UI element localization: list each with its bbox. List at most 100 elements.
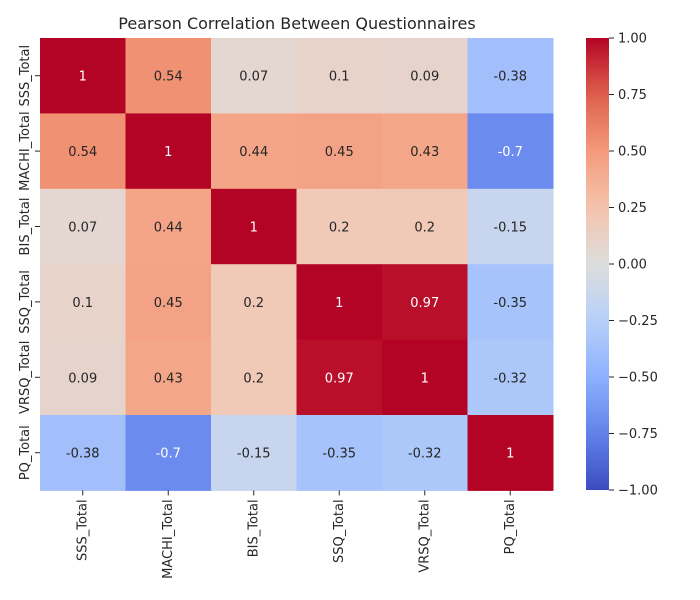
heatmap-cell-SSS_Total-SSS_Total [40,38,126,114]
cell-value-label: 1 [335,296,343,311]
cell-value-label: -0.15 [493,221,527,236]
cell-value-label: -0.7 [156,447,181,462]
colorbar-tick-label: 0.75 [618,88,647,103]
cell-value-label: 0.1 [72,296,93,311]
cell-value-label: 0.97 [325,371,354,386]
x-tick-label: VRSQ_Total [418,499,433,572]
cell-value-label: 1 [164,145,172,160]
heatmap-cell-labels: 1 0.54 0.07 0.1 0.09 -0.38 0.54 1 0.44 0.45 0.43 -0… [66,70,527,462]
y-tick-label: MACHI_Total [18,111,33,190]
cell-value-label: 1 [79,70,87,85]
heatmap-cell-SSS_Total-PQ_Total [467,38,554,114]
heatmap-cell-MACHI_Total-BIS_Total [211,113,297,190]
heatmap-cell-PQ_Total-SSS_Total [40,415,126,491]
y-tick-label: SSS_Total [18,45,33,107]
colorbar-tick-label: −1.00 [618,484,658,499]
cell-value-label: 1 [421,371,429,386]
cell-value-label: 0.09 [68,371,97,386]
cell-value-label: 0.2 [414,221,435,236]
cell-value-label: 0.44 [239,145,268,160]
heatmap-cell-SSS_Total-MACHI_Total [125,38,212,114]
heatmap-cell-SSQ_Total-SSQ_Total [296,264,383,341]
cell-value-label: 0.07 [68,221,97,236]
colorbar [586,38,609,490]
x-tick-label: SSS_Total [76,499,91,561]
colorbar-tick-label: 0.00 [618,258,647,273]
cell-value-label: -0.15 [237,447,271,462]
heatmap-cell-BIS_Total-SSS_Total [40,188,126,265]
x-tick-label: BIS_Total [247,499,262,557]
x-axis: SSS_Total MACHI_Total BIS_Total SSQ_Total VR… [76,490,518,579]
heatmap-cell-MACHI_Total-MACHI_Total [125,113,212,190]
heatmap-cell-VRSQ_Total-BIS_Total [211,339,297,416]
x-tick-label: SSQ_Total [332,499,347,563]
heatmap-cell-BIS_Total-SSQ_Total [296,188,383,265]
heatmap-cell-BIS_Total-PQ_Total [467,188,554,265]
y-tick-label: PQ_Total [18,425,33,480]
heatmap-cell-SSQ_Total-PQ_Total [467,264,554,341]
y-axis: SSS_Total MACHI_Total BIS_Total SSQ_Total VR… [18,45,40,480]
x-tick-label: MACHI_Total [161,499,176,578]
heatmap-cell-BIS_Total-VRSQ_Total [382,188,468,265]
cell-value-label: 1 [250,221,258,236]
cell-value-label: 0.44 [154,221,183,236]
heatmap-cell-PQ_Total-MACHI_Total [125,415,212,491]
cell-value-label: 0.2 [243,296,264,311]
cell-value-label: -0.35 [322,447,356,462]
cell-value-label: 0.45 [154,296,183,311]
heatmap-cell-MACHI_Total-SSQ_Total [296,113,383,190]
heatmap-cell-SSQ_Total-MACHI_Total [125,264,212,341]
heatmap-cell-MACHI_Total-SSS_Total [40,113,126,190]
heatmap-cell-VRSQ_Total-PQ_Total [467,339,554,416]
y-tick-label: BIS_Total [18,198,33,256]
y-tick-label: VRSQ_Total [18,341,33,414]
colorbar-tick-label: −0.25 [618,314,658,329]
cell-value-label: -0.7 [498,145,523,160]
heatmap-cell-VRSQ_Total-SSS_Total [40,339,126,416]
heatmap-cell-SSQ_Total-SSS_Total [40,264,126,341]
heatmap-cell-SSS_Total-VRSQ_Total [382,38,468,114]
heatmap-cell-SSQ_Total-BIS_Total [211,264,297,341]
cell-value-label: -0.38 [493,70,527,85]
cell-value-label: 0.09 [410,70,439,85]
cell-value-label: 0.54 [68,145,97,160]
cell-value-label: 0.54 [154,70,183,85]
heatmap-cells [40,38,554,491]
heatmap-cell-VRSQ_Total-MACHI_Total [125,339,212,416]
heatmap-cell-VRSQ_Total-VRSQ_Total [382,339,468,416]
heatmap-cell-VRSQ_Total-SSQ_Total [296,339,383,416]
y-tick-label: SSQ_Total [18,270,33,334]
cell-value-label: 0.43 [154,371,183,386]
cell-value-label: -0.32 [408,447,442,462]
cell-value-label: 1 [506,447,514,462]
x-tick-label: PQ_Total [503,499,518,554]
cell-value-label: 0.2 [243,371,264,386]
colorbar-tick-label: −0.50 [618,371,658,386]
heatmap-cell-SSS_Total-SSQ_Total [296,38,383,114]
colorbar-tick-label: −0.75 [618,427,658,442]
heatmap-cell-PQ_Total-PQ_Total [467,415,554,491]
chart-title: Pearson Correlation Between Questionnair… [118,14,475,33]
heatmap-cell-MACHI_Total-VRSQ_Total [382,113,468,190]
colorbar-tick-label: 0.25 [618,201,647,216]
cell-value-label: -0.38 [66,447,100,462]
heatmap-cell-BIS_Total-MACHI_Total [125,188,212,265]
cell-value-label: -0.35 [493,296,527,311]
colorbar-axis: 1.00 0.75 0.50 0.25 0.00 −0.25 −0.50 −0.75 −1.00 [609,32,658,499]
cell-value-label: 0.43 [410,145,439,160]
heatmap-cell-PQ_Total-BIS_Total [211,415,297,491]
heatmap-cell-PQ_Total-VRSQ_Total [382,415,468,491]
cell-value-label: 0.97 [410,296,439,311]
heatmap-cell-SSS_Total-BIS_Total [211,38,297,114]
heatmap-cell-BIS_Total-BIS_Total [211,188,297,265]
colorbar-tick-label: 1.00 [618,32,647,47]
cell-value-label: 0.2 [329,221,350,236]
colorbar-tick-label: 0.50 [618,145,647,160]
heatmap-cell-PQ_Total-SSQ_Total [296,415,383,491]
cell-value-label: 0.1 [329,70,350,85]
heatmap-cell-MACHI_Total-PQ_Total [467,113,554,190]
cell-value-label: 0.07 [239,70,268,85]
heatmap-cell-SSQ_Total-VRSQ_Total [382,264,468,341]
cell-value-label: -0.32 [493,371,527,386]
